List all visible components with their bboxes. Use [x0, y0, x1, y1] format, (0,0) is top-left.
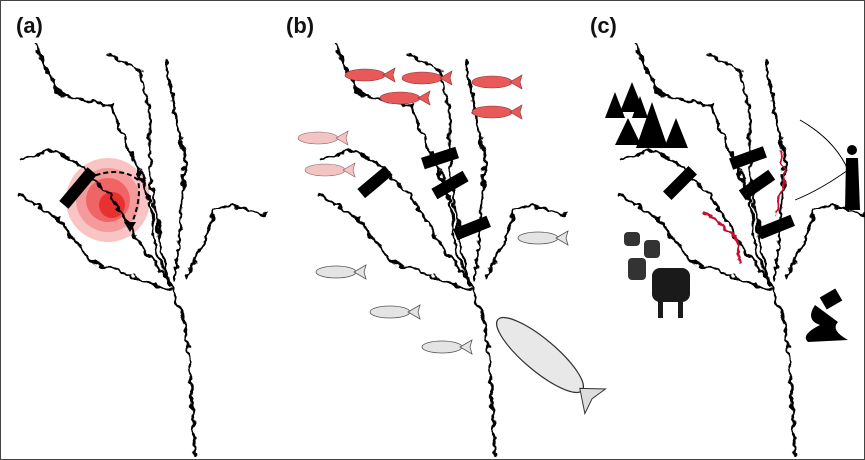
figure: (a) (b) — [0, 0, 865, 460]
panel-label: (c) — [590, 13, 617, 38]
panel-label: (a) — [16, 13, 43, 38]
panel-label: (b) — [286, 13, 314, 38]
